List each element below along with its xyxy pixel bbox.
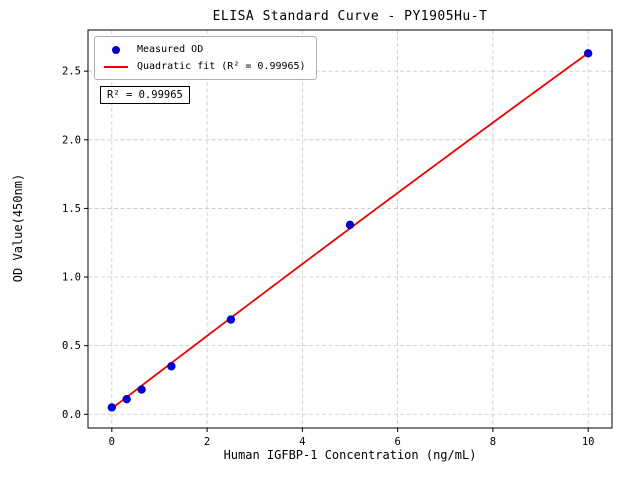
x-tick-label: 4	[299, 436, 305, 448]
legend-item-measured-od: Measured OD	[101, 41, 306, 58]
x-tick-label: 0	[109, 436, 115, 448]
data-point	[107, 403, 117, 412]
fit-line-marker-icon	[104, 65, 128, 68]
scatter-marker-icon	[112, 45, 120, 54]
x-tick-label: 6	[394, 436, 400, 448]
x-tick-label: 8	[490, 436, 496, 448]
x-axis-label: Human IGFBP-1 Concentration (ng/mL)	[223, 448, 477, 462]
x-tick-label: 2	[204, 436, 210, 448]
legend: Measured OD Quadratic fit (R² = 0.99965)	[94, 36, 317, 80]
y-tick-label: 1.5	[62, 203, 81, 215]
x-tick-label: 10	[582, 436, 595, 448]
data-point	[226, 315, 236, 324]
chart-title: ELISA Standard Curve - PY1905Hu-T	[212, 9, 488, 24]
data-point	[122, 394, 131, 404]
y-tick-label: 0.5	[62, 340, 81, 352]
plot-frame	[87, 29, 613, 429]
legend-label: Measured OD	[137, 44, 204, 55]
data-point	[583, 49, 593, 58]
data-point	[345, 220, 355, 230]
r-squared-annotation: R² = 0.99965	[100, 86, 190, 104]
legend-marker-cell	[101, 65, 131, 68]
legend-label: Quadratic fit (R² = 0.99965)	[137, 61, 306, 72]
legend-item-quadratic-fit: Quadratic fit (R² = 0.99965)	[101, 58, 306, 75]
y-tick-label: 1.0	[62, 272, 81, 284]
y-tick-label: 2.0	[62, 134, 81, 146]
legend-marker-cell	[101, 45, 131, 54]
data-point	[137, 385, 146, 394]
fit-line	[111, 52, 589, 410]
y-tick-label: 0.0	[62, 409, 81, 421]
data-point	[167, 362, 176, 371]
y-tick-label: 2.5	[62, 66, 81, 78]
